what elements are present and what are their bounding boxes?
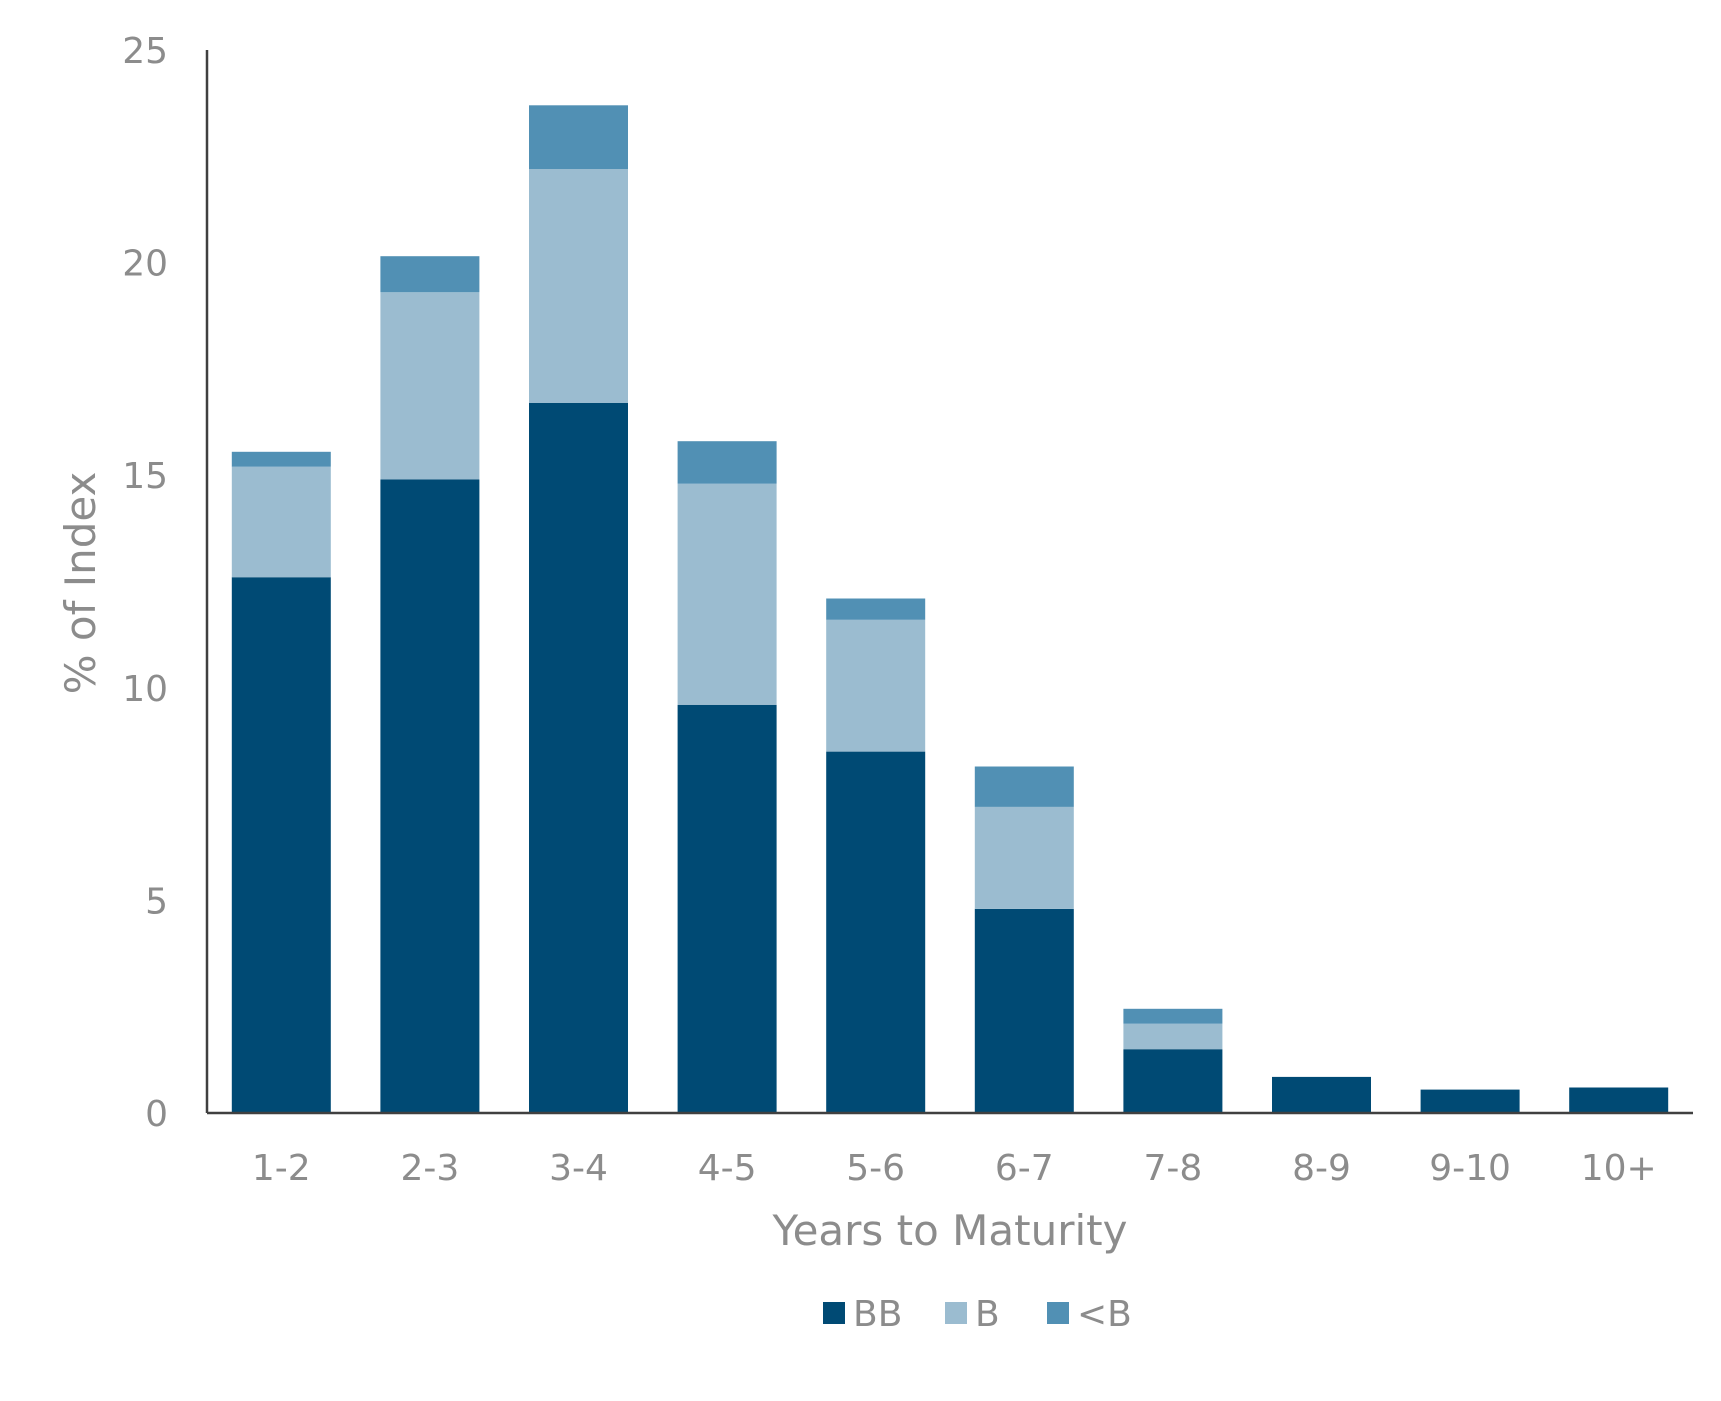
legend-label: BB bbox=[853, 1294, 902, 1335]
bar-segment-3-4-B bbox=[529, 169, 628, 403]
bar-segment-5-6-B bbox=[826, 619, 926, 752]
bar-segment-3-4-BB bbox=[529, 402, 628, 1113]
bar-segment-6-7-BB bbox=[974, 908, 1074, 1113]
legend-label: <B bbox=[1077, 1294, 1132, 1335]
bar-segment-4-5-<B bbox=[677, 441, 777, 484]
y-tick-label: 25 bbox=[122, 31, 168, 72]
bar-segment-9-10-BB bbox=[1420, 1089, 1520, 1113]
y-tick-label: 0 bbox=[145, 1094, 168, 1135]
x-tick-label: 7-8 bbox=[1143, 1148, 1202, 1189]
x-tick-label: 1-2 bbox=[252, 1148, 311, 1189]
bar-segment-6-7-<B bbox=[974, 766, 1074, 807]
y-tick-label: 20 bbox=[122, 244, 168, 285]
x-tick-label: 6-7 bbox=[995, 1148, 1054, 1189]
bar-segment-2-3-<B bbox=[380, 256, 480, 293]
legend: BB B <B bbox=[823, 1294, 1132, 1335]
y-ticks-layer: 0 5 10 15 20 25 bbox=[122, 31, 168, 1135]
bar-segment-2-3-BB bbox=[380, 479, 480, 1113]
legend-label: B bbox=[975, 1294, 1000, 1335]
bar-segment-7-8-<B bbox=[1123, 1008, 1223, 1024]
bar-segment-5-6-<B bbox=[826, 598, 926, 620]
legend-swatch-<B bbox=[1047, 1302, 1069, 1324]
x-tick-label: 2-3 bbox=[400, 1148, 459, 1189]
legend-swatch-B bbox=[945, 1302, 967, 1324]
x-tick-label: 9-10 bbox=[1429, 1148, 1511, 1189]
bar-segment-1-2-<B bbox=[231, 451, 331, 467]
bars-layer bbox=[231, 105, 1669, 1113]
x-tick-label: 5-6 bbox=[846, 1148, 905, 1189]
y-axis-title: % of Index bbox=[56, 472, 105, 695]
bar-segment-5-6-BB bbox=[826, 751, 926, 1113]
bar-segment-4-5-B bbox=[677, 483, 777, 705]
x-tick-label: 4-5 bbox=[698, 1148, 757, 1189]
bar-segment-1-2-BB bbox=[231, 577, 331, 1113]
x-tick-label: 3-4 bbox=[549, 1148, 608, 1189]
x-tick-label: 8-9 bbox=[1292, 1148, 1351, 1189]
x-ticks-layer: 1-2 2-3 3-4 4-5 5-6 6-7 7-8 8-9 9-10 10+ bbox=[252, 1148, 1657, 1189]
legend-swatch-BB bbox=[823, 1302, 845, 1324]
x-axis-title: Years to Maturity bbox=[772, 1206, 1128, 1255]
x-tick-label: 10+ bbox=[1581, 1148, 1657, 1189]
bar-segment-7-8-B bbox=[1123, 1023, 1223, 1050]
bar-segment-2-3-B bbox=[380, 292, 480, 480]
bar-segment-4-5-BB bbox=[677, 704, 777, 1113]
bar-segment-6-7-B bbox=[974, 806, 1074, 909]
y-tick-label: 5 bbox=[145, 881, 168, 922]
bar-segment-7-8-BB bbox=[1123, 1049, 1223, 1113]
bar-segment-1-2-B bbox=[231, 466, 331, 578]
y-tick-label: 10 bbox=[122, 669, 168, 710]
bar-segment-10+-BB bbox=[1569, 1087, 1669, 1113]
y-tick-label: 15 bbox=[122, 456, 168, 497]
bar-segment-3-4-<B bbox=[529, 105, 628, 170]
bar-segment-8-9-BB bbox=[1272, 1076, 1371, 1113]
